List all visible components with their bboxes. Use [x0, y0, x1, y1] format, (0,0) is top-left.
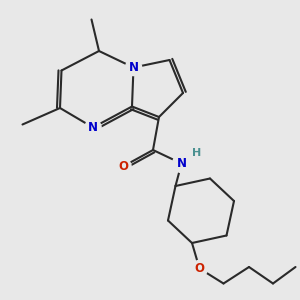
Text: N: N	[128, 61, 139, 74]
Circle shape	[125, 59, 142, 76]
Circle shape	[191, 260, 208, 277]
Text: N: N	[88, 121, 98, 134]
Text: O: O	[118, 160, 128, 173]
Text: H: H	[192, 148, 201, 158]
Circle shape	[85, 119, 101, 136]
Circle shape	[173, 155, 190, 172]
Text: N: N	[176, 157, 187, 170]
Circle shape	[115, 158, 131, 175]
Text: O: O	[194, 262, 205, 275]
Circle shape	[172, 154, 190, 172]
